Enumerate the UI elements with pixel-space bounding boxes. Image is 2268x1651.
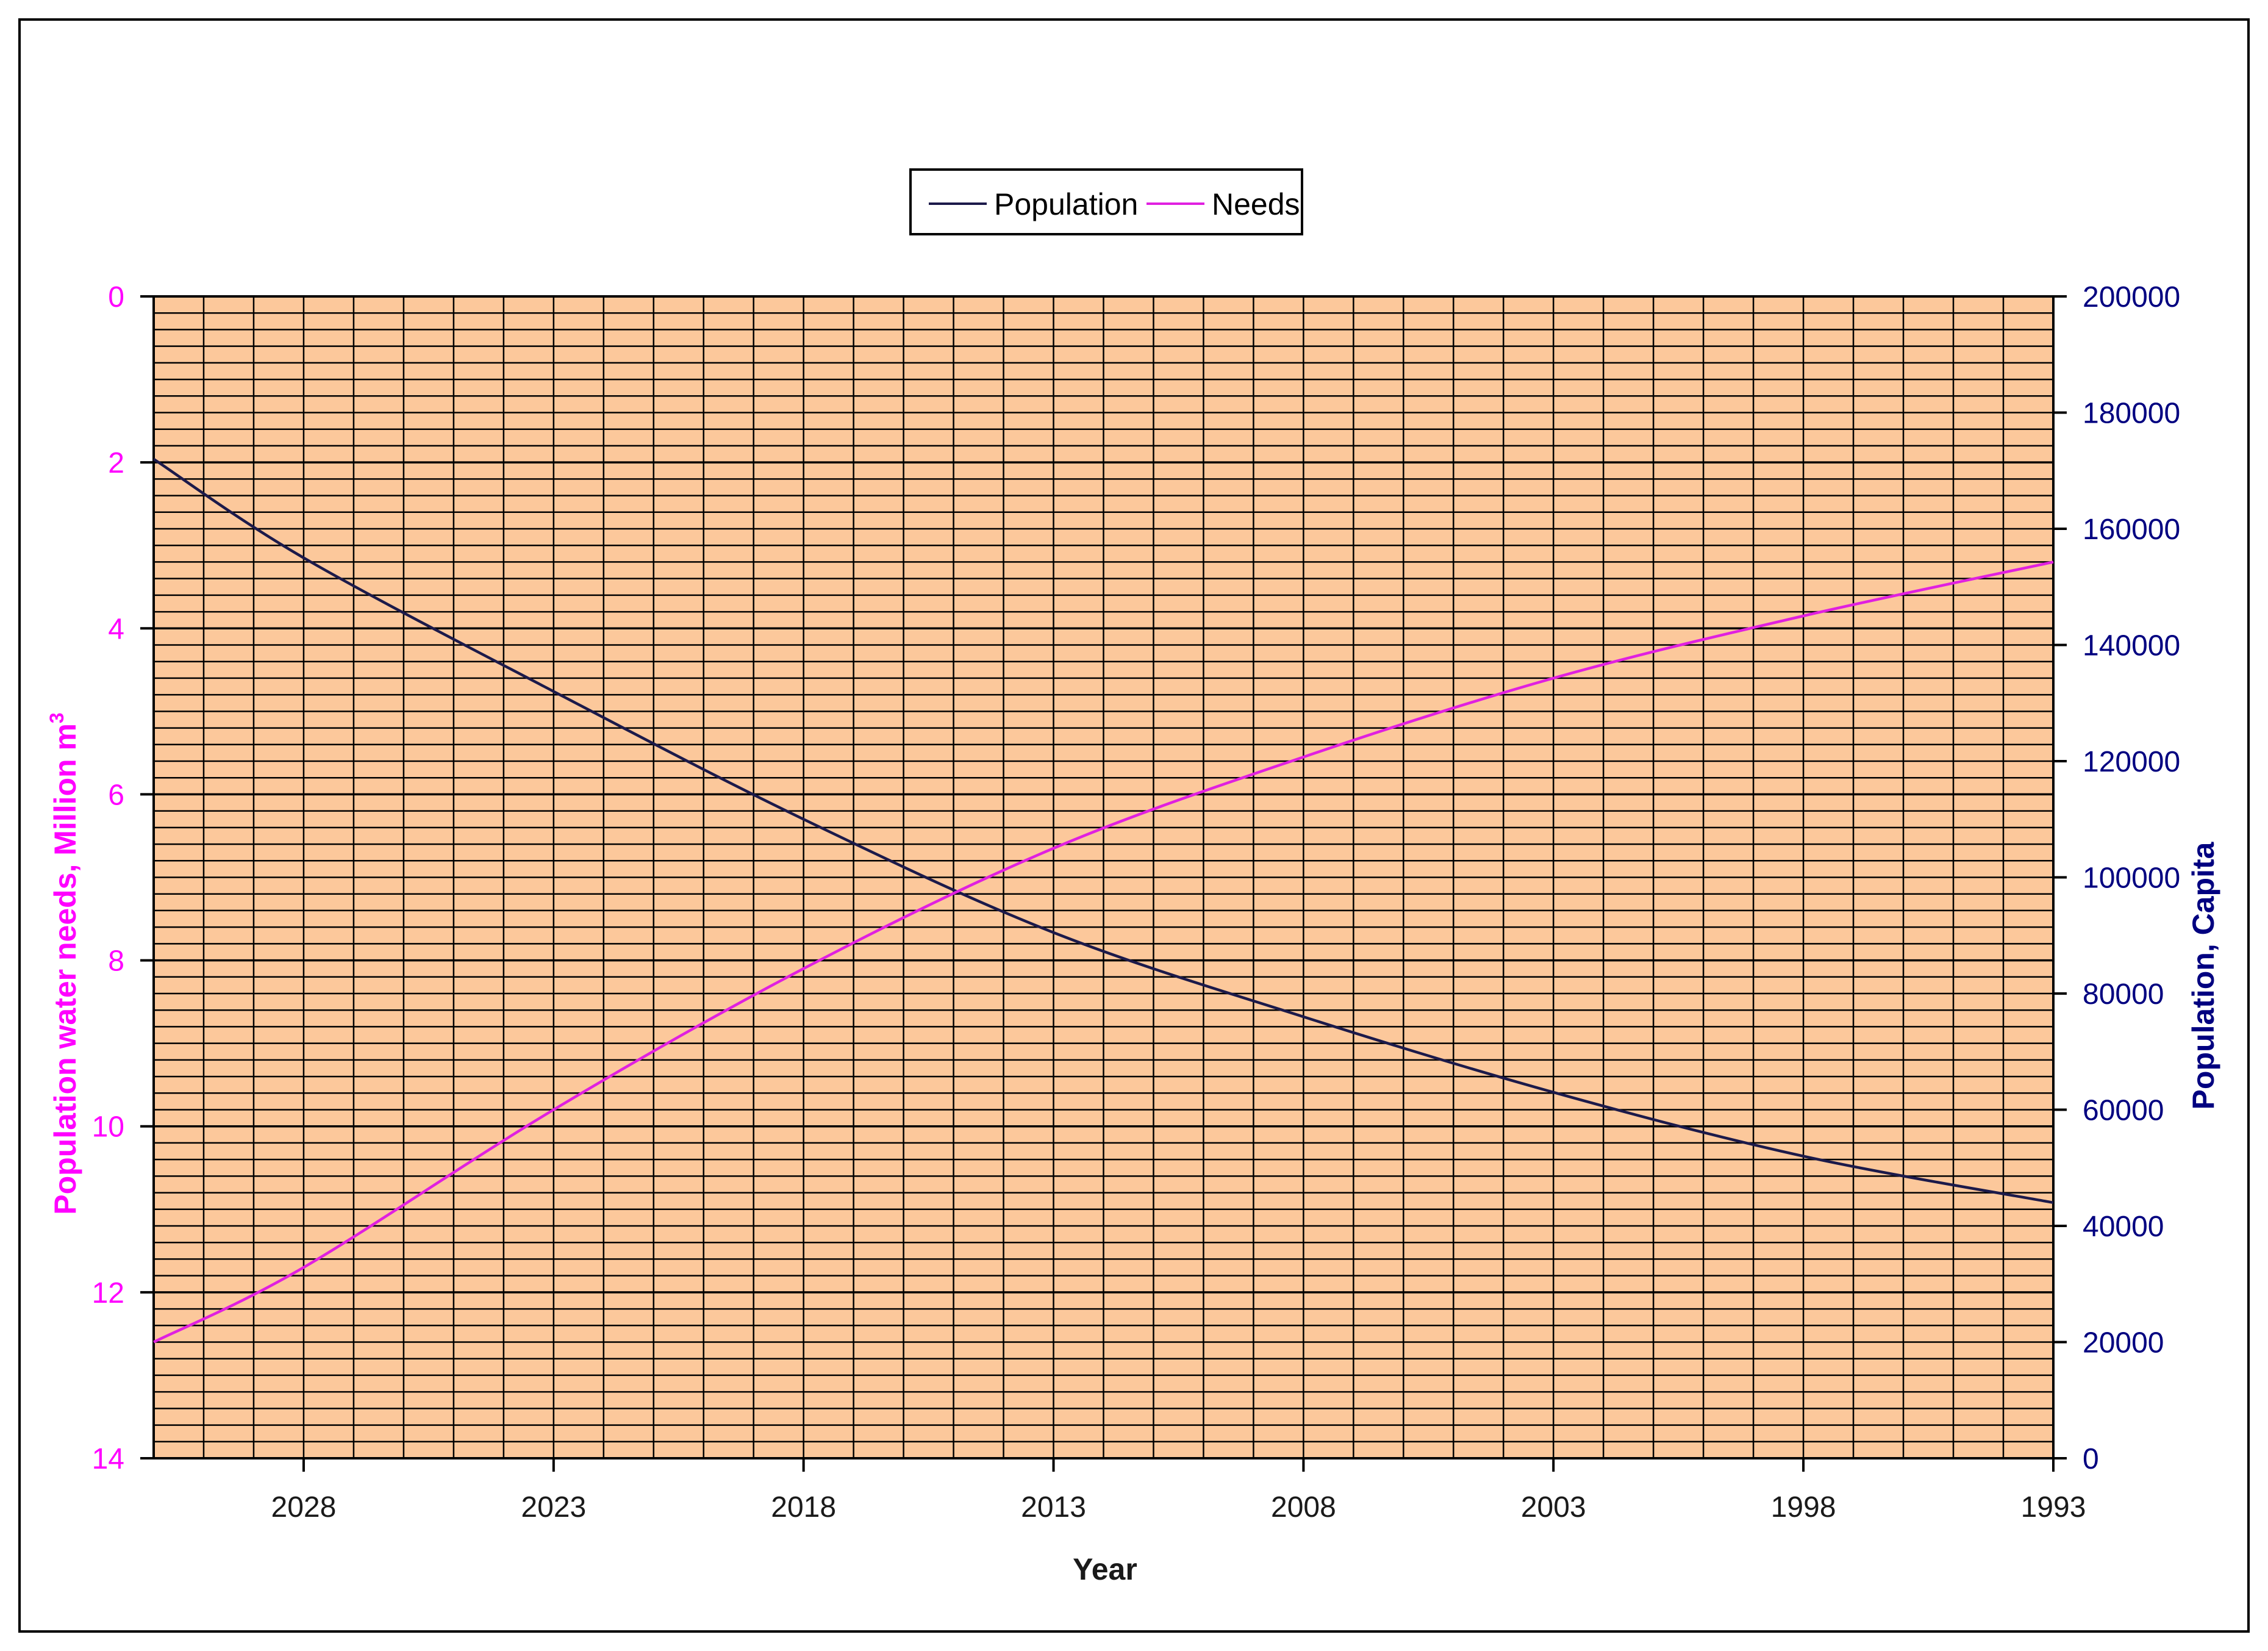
- right-tick-label: 60000: [2083, 1095, 2164, 1127]
- x-tick-label: 1993: [2021, 1491, 2086, 1524]
- x-tick-label: 2008: [1271, 1491, 1336, 1524]
- right-axis-ticks: 0 20000 40000 60000 80000 100000 120000 140000 1…: [2053, 281, 2180, 1475]
- left-axis-label-text: Population water needs, Million m: [48, 723, 82, 1215]
- x-axis-ticks: 2028 2023 2018 2013 2008 2003 1998 1993: [271, 1458, 2086, 1524]
- grid-minor: [152, 295, 2055, 1459]
- left-tick-label: 8: [108, 945, 124, 978]
- left-tick-label: 0: [108, 281, 124, 313]
- left-axis-label: Population water needs, Million m3: [46, 712, 82, 1214]
- left-tick-label: 12: [92, 1277, 124, 1309]
- right-tick-label: 200000: [2083, 281, 2180, 313]
- right-tick-label: 180000: [2083, 398, 2180, 430]
- left-tick-label: 10: [92, 1111, 124, 1144]
- series-line-needs: [152, 560, 2054, 1344]
- x-tick-label: 2013: [1021, 1491, 1086, 1524]
- right-axis-label: Population, Capita: [2186, 841, 2220, 1109]
- x-tick-label: 1998: [1771, 1491, 1836, 1524]
- right-tick-label: 160000: [2083, 514, 2180, 546]
- right-tick-label: 100000: [2083, 862, 2180, 895]
- right-tick-label: 120000: [2083, 746, 2180, 778]
- grid-major: [154, 295, 2053, 1459]
- legend-box: [909, 168, 1303, 235]
- right-tick-label: 0: [2083, 1443, 2099, 1475]
- left-tick-label: 6: [108, 779, 124, 811]
- right-tick-label: 20000: [2083, 1327, 2164, 1359]
- x-tick-label: 2028: [271, 1491, 337, 1524]
- legend-label-needs: Needs: [1212, 187, 1300, 221]
- x-tick-label: 2023: [521, 1491, 586, 1524]
- right-tick-label: 80000: [2083, 978, 2164, 1011]
- x-tick-label: 2003: [1521, 1491, 1586, 1524]
- left-tick-label: 4: [108, 613, 124, 645]
- legend: Population Needs: [909, 168, 1303, 235]
- left-axis-ticks: 0 2 4 6 8 10 12 14: [92, 281, 154, 1475]
- left-tick-label: 14: [92, 1443, 124, 1475]
- series-layer: [152, 457, 2054, 1344]
- legend-label-population: Population: [994, 187, 1138, 221]
- x-tick-label: 2018: [771, 1491, 836, 1524]
- right-tick-label: 140000: [2083, 630, 2180, 662]
- left-axis-label-superscript: 3: [46, 712, 68, 723]
- series-line-population: [152, 457, 2054, 1205]
- left-tick-label: 2: [108, 447, 124, 479]
- right-tick-label: 40000: [2083, 1211, 2164, 1243]
- x-axis-label: Year: [1073, 1552, 1137, 1586]
